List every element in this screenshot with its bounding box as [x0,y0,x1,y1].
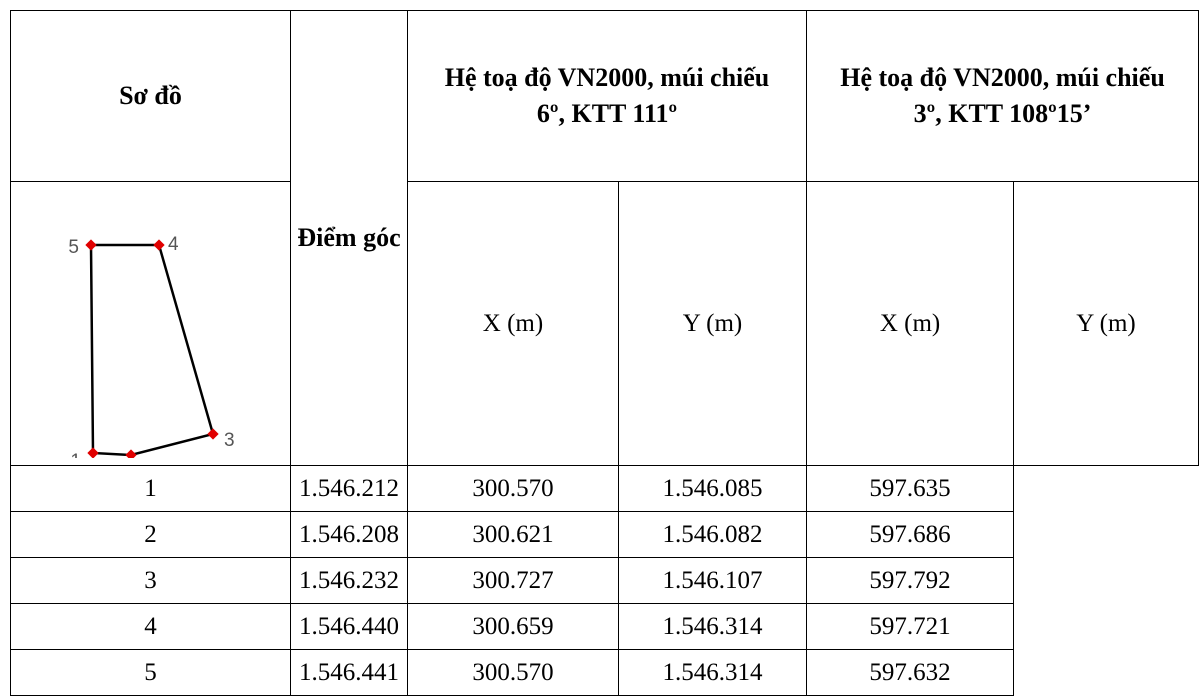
coordinate: 1.546.107 [617,557,808,604]
page: Sơ đồ Điểm góc Hệ toạ độ VN2000, múi chi… [10,10,1200,696]
coordinate: 300.570 [407,649,619,696]
table-row: 1 1.546.212 300.570 1.546.085 597.635 [10,465,1199,512]
vertices [85,239,219,461]
point-id: 4 [10,603,291,650]
coordinate: 1.546.208 [290,511,408,558]
coordinate: 1.546.440 [290,603,408,650]
vertex-label: 1 [70,451,81,458]
vertex [207,428,219,440]
coordinate: 300.727 [407,557,619,604]
coordinate: 597.721 [806,603,1015,650]
coordinate: 597.792 [806,557,1015,604]
coordinate: 597.632 [806,649,1015,696]
column-header: Y (m) [617,181,808,466]
coordinate: 597.635 [806,465,1015,512]
vertex-label: 5 [68,237,79,258]
header-cell: Hệ toạ độ VN2000, múi chiếu 3º, KTT 108º… [806,10,1200,182]
column-header: X (m) [407,181,619,466]
parcel-outline [89,243,215,457]
column-header: Y (m) [1013,181,1200,466]
coordinate: 597.686 [806,511,1015,558]
vertex-label: 4 [168,234,179,255]
coordinate: 300.621 [407,511,619,558]
point-id: 1 [10,465,291,512]
coordinate: 1.546.082 [617,511,808,558]
header-cell: Điểm góc [290,10,408,466]
column-header: X (m) [806,181,1015,466]
diagram-cell: 1 2 3 4 5 [10,181,291,487]
diagram: 1 2 3 4 5 [68,234,235,487]
coordinate: 1.546.212 [290,465,408,512]
table-row: 2 1.546.208 300.621 1.546.082 597.686 [10,511,1199,558]
coordinate: 300.570 [407,465,619,512]
coordinate: 1.546.441 [290,649,408,696]
point-id: 2 [10,511,291,558]
vertex [153,239,165,251]
vertex-label: 3 [224,430,235,451]
table-row: 4 1.546.440 300.659 1.546.314 597.721 [10,603,1199,650]
vertex [87,447,99,459]
vertex [85,239,97,251]
point-id: 3 [10,557,291,604]
point-id: 5 [10,649,291,696]
header-cell: Hệ toạ độ VN2000, múi chiếu 6º, KTT 111º [406,10,808,182]
vertex [125,449,137,461]
coordinate: 1.546.085 [617,465,808,512]
coordinate: 1.546.314 [617,603,808,650]
coordinate: 1.546.314 [617,649,808,696]
coordinate: 300.659 [407,603,619,650]
table-row: 5 1.546.441 300.570 1.546.314 597.632 [10,649,1199,696]
table-row: 3 1.546.232 300.727 1.546.107 597.792 [10,557,1199,604]
coordinate: 1.546.232 [290,557,408,604]
coordinate-table: Sơ đồ Điểm góc Hệ toạ độ VN2000, múi chi… [10,10,1200,696]
header-cell: Sơ đồ [10,10,291,182]
